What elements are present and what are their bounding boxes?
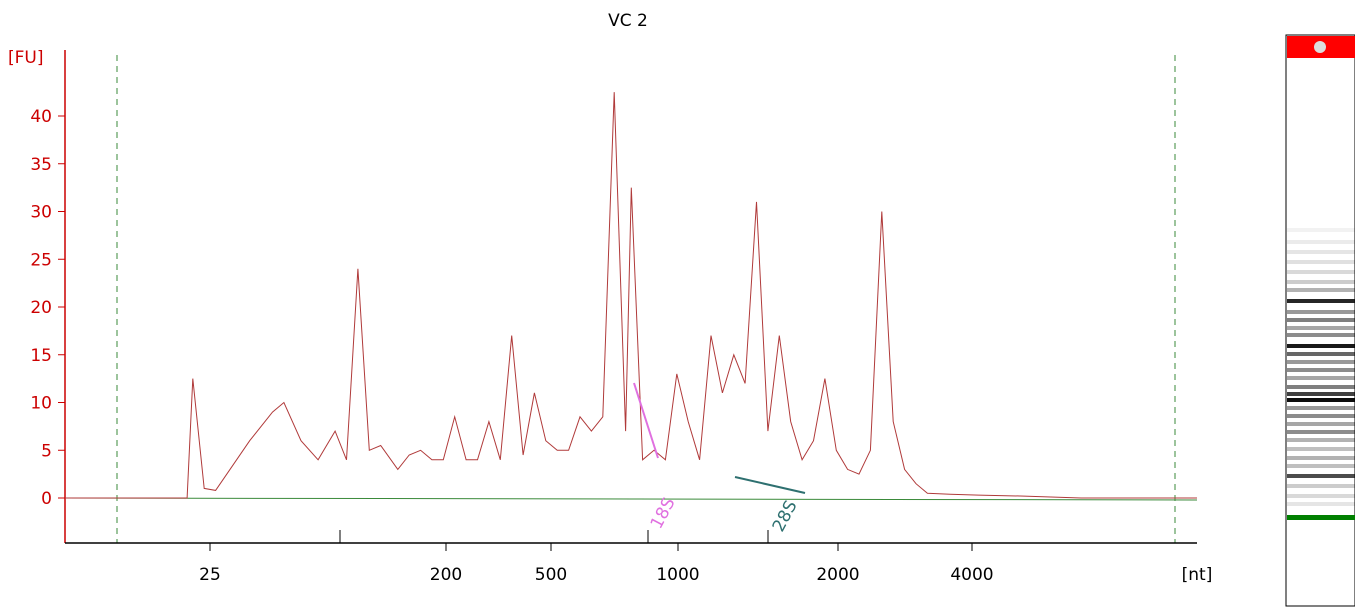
gel-band (1287, 398, 1355, 402)
x-tick-label: 25 (199, 565, 221, 585)
gel-band (1287, 299, 1355, 303)
y-tick-label: 5 (41, 441, 52, 461)
gel-band (1287, 484, 1355, 488)
gel-band (1287, 333, 1355, 337)
y-tick-label: 0 (41, 489, 52, 509)
gel-band (1287, 280, 1355, 284)
gel-band (1287, 288, 1355, 292)
gel-band (1287, 406, 1355, 410)
gel-band (1287, 318, 1355, 322)
x-tick-label: 2000 (816, 565, 859, 585)
gel-band (1287, 250, 1355, 254)
gel-band (1287, 352, 1355, 356)
gel-band (1287, 260, 1355, 264)
gel-band (1287, 456, 1355, 460)
gel-band (1287, 447, 1355, 451)
baseline-trace (64, 497, 1198, 501)
marker-18s-line (633, 382, 659, 459)
gel-band (1287, 270, 1355, 274)
gel-band (1287, 392, 1355, 396)
gel-band (1287, 360, 1355, 364)
gel-band (1287, 414, 1355, 418)
gel-band (1287, 344, 1355, 348)
gel-band (1287, 464, 1355, 468)
gel-band (1287, 494, 1355, 498)
x-tick-label: 500 (535, 565, 567, 585)
gel-band (1287, 368, 1355, 372)
gel-band (1287, 376, 1355, 380)
y-tick-label: 40 (30, 107, 52, 127)
marker-28s-line (734, 476, 806, 494)
gel-lower-marker (1287, 515, 1355, 520)
y-axis-label: [FU] (8, 48, 44, 68)
gel-band (1287, 438, 1355, 442)
gel-band (1287, 430, 1355, 434)
y-tick-label: 10 (30, 394, 52, 414)
y-tick-label: 15 (30, 346, 52, 366)
chart-title: VC 2 (608, 11, 648, 31)
y-tick-label: 25 (30, 250, 52, 270)
y-ticks: 0 5 10 15 20 25 30 35 40 (30, 107, 65, 509)
x-tick-label: 200 (430, 565, 462, 585)
y-tick-label: 20 (30, 298, 52, 318)
gel-band (1287, 310, 1355, 314)
y-tick-label: 30 (30, 203, 52, 223)
gel-top-marker-dot (1314, 41, 1326, 53)
x-tick-label: 4000 (950, 565, 993, 585)
gel-band (1287, 502, 1355, 506)
gel-band (1287, 385, 1355, 389)
gel-band (1287, 474, 1355, 478)
x-tick-label: 1000 (656, 565, 699, 585)
fluorescence-trace (65, 92, 1197, 499)
x-ticks: 25 200 500 1000 2000 4000 (199, 530, 994, 585)
gel-band (1287, 240, 1355, 244)
gel-lane (1285, 34, 1355, 607)
y-tick-label: 35 (30, 155, 52, 175)
marker-28s-label: 28S (769, 497, 802, 535)
x-axis-label: [nt] (1182, 565, 1213, 585)
gel-band (1287, 422, 1355, 426)
gel-band (1287, 228, 1355, 232)
gel-band (1287, 326, 1355, 330)
marker-18s-label: 18S (647, 494, 680, 532)
